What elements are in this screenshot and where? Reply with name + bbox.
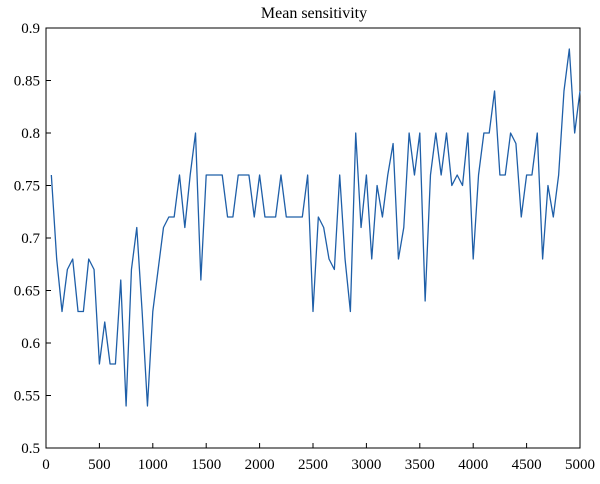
y-tick-label: 0.5 — [21, 441, 40, 457]
x-axis: 0 500 1000 1500 2000 2500 3000 3500 4000 4500 5000 — [42, 443, 595, 473]
x-tick-label: 0 — [42, 457, 50, 473]
y-tick-label: 0.55 — [14, 389, 40, 405]
y-axis: 0.5 0.55 0.6 0.65 0.7 0.75 0.8 0.85 0.9 — [14, 21, 51, 457]
series-line-0 — [50, 48, 581, 407]
x-tick-label: 1500 — [191, 457, 221, 473]
y-tick-label: 0.9 — [21, 21, 40, 37]
y-tick-label: 0.8 — [21, 126, 40, 142]
y-tick-label: 0.6 — [21, 336, 40, 352]
y-tick-label: 0.85 — [14, 74, 40, 90]
x-tick-label: 500 — [88, 457, 111, 473]
x-tick-label: 3000 — [351, 457, 381, 473]
x-tick-label: 3500 — [405, 457, 435, 473]
x-tick-label: 4000 — [458, 457, 488, 473]
y-tick-label: 0.7 — [21, 231, 40, 247]
x-tick-label: 2000 — [245, 457, 275, 473]
y-tick-label: 0.75 — [14, 179, 40, 195]
chart-title: Mean sensitivity — [261, 5, 367, 22]
y-tick-label: 0.65 — [14, 284, 40, 300]
plot-frame — [45, 27, 581, 449]
series-layer — [50, 48, 581, 407]
x-tick-label: 5000 — [565, 457, 595, 473]
x-tick-label: 4500 — [512, 457, 542, 473]
x-tick-label: 2500 — [298, 457, 328, 473]
x-tick-label: 1000 — [138, 457, 168, 473]
